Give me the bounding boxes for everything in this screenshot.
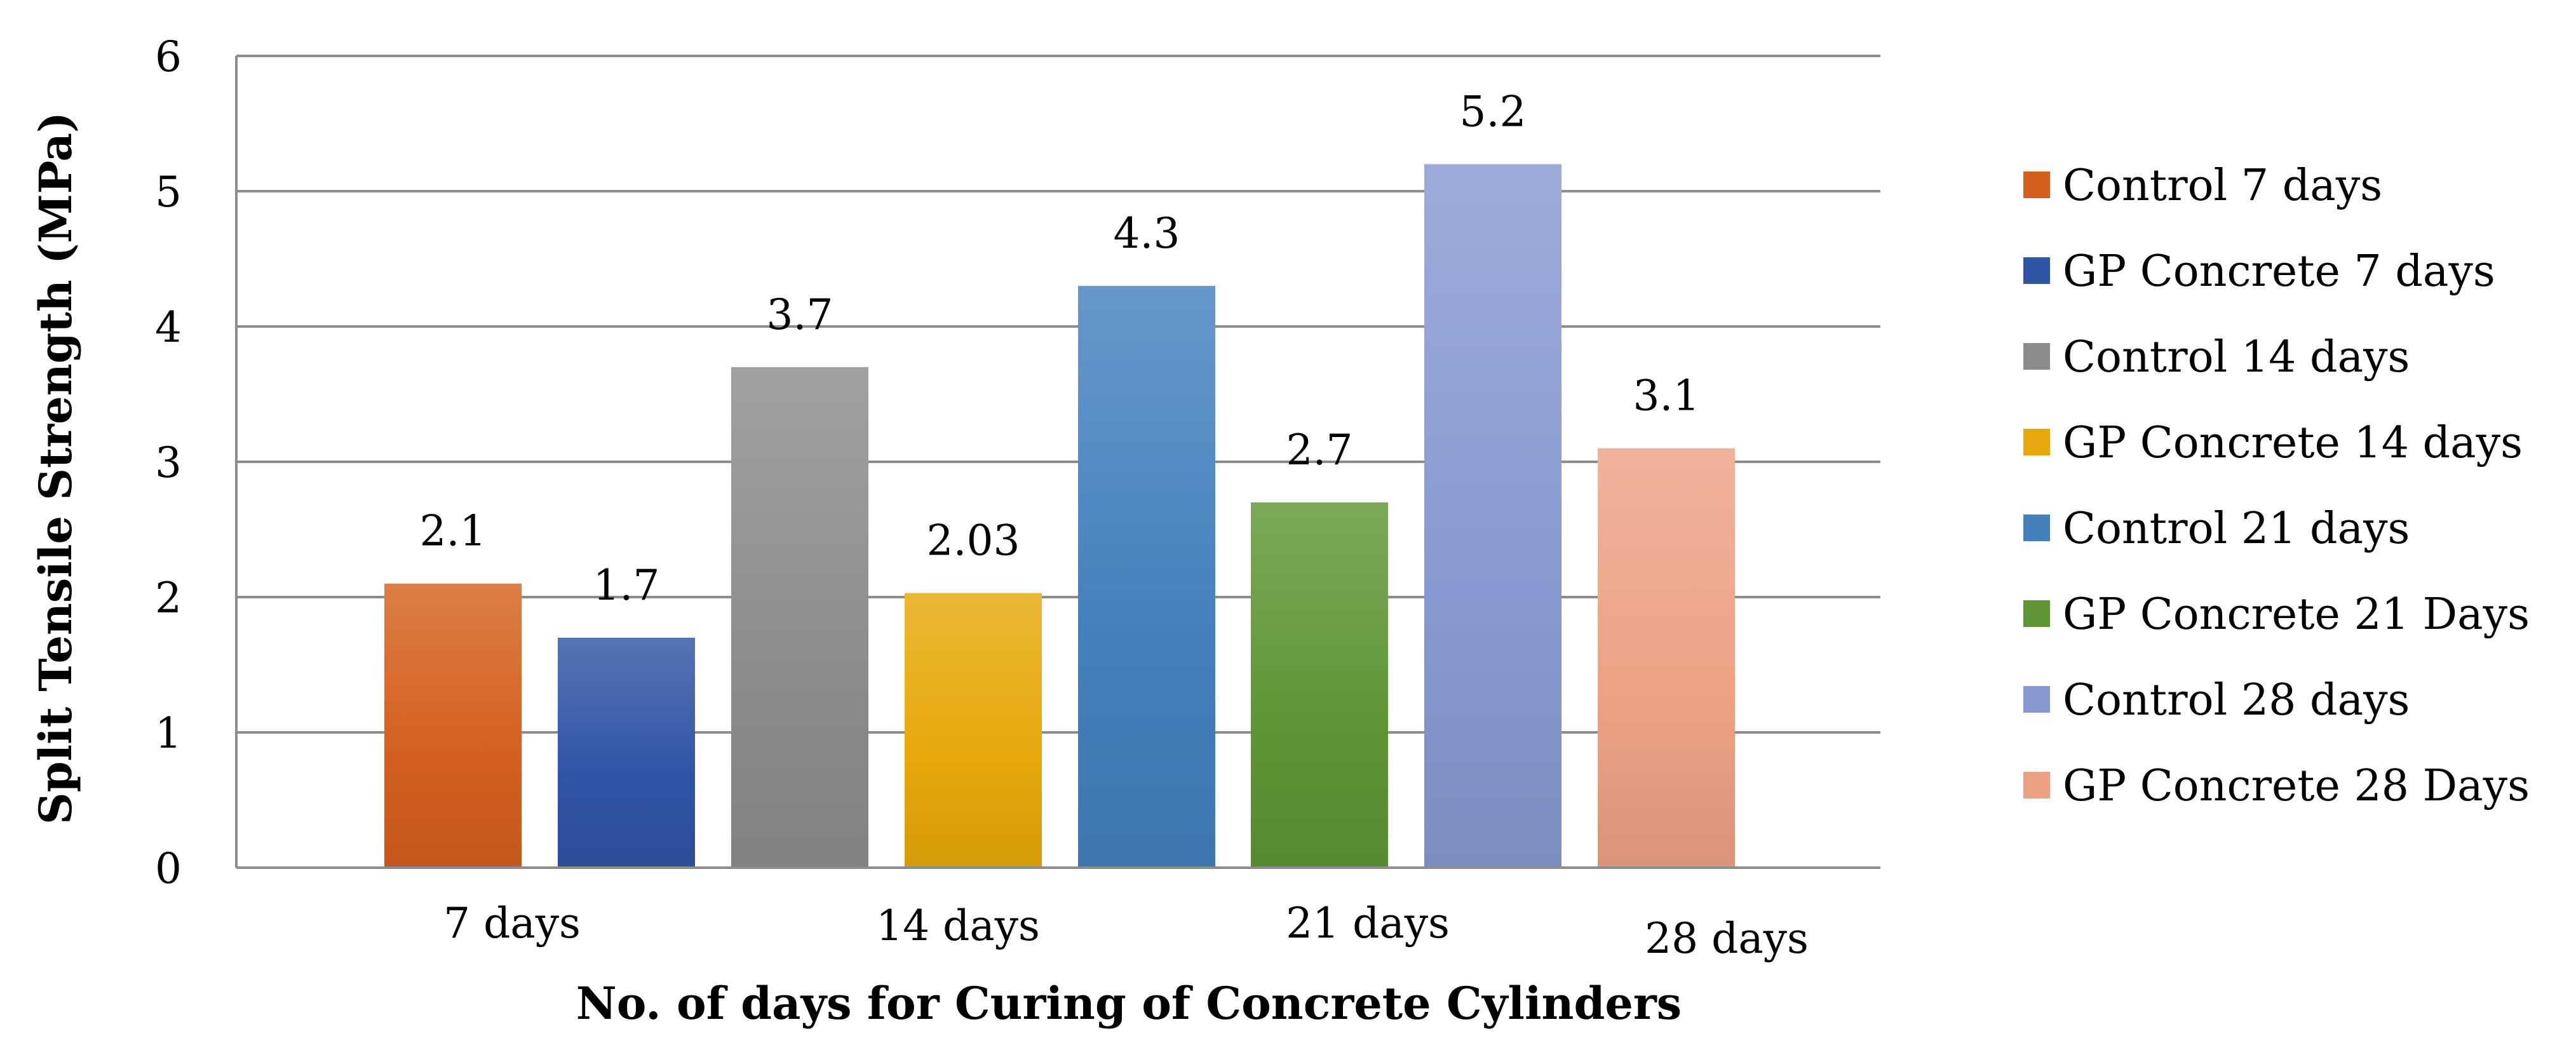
y-tick-label: 0 [155, 844, 182, 893]
bars [384, 164, 1735, 868]
legend-swatch [2023, 686, 2050, 713]
legend-label: Control 7 days [2063, 161, 2382, 211]
legend-swatch [2023, 172, 2050, 198]
data-label: 5.2 [1460, 87, 1527, 136]
bar-gp-concrete-7-days [558, 637, 695, 868]
axes: 0 1 2 3 4 5 6 7 days 14 days 21 days 28 days No. of… [29, 32, 1880, 1030]
y-axis-title: Split Tensile Strength (MPa) [29, 112, 82, 825]
legend-label: Control 28 days [2063, 675, 2410, 725]
legend-swatch [2023, 429, 2050, 455]
legend-swatch [2023, 772, 2050, 798]
legend: Control 7 days GP Concrete 7 days Control … [2023, 161, 2530, 811]
legend-swatch [2023, 515, 2050, 541]
x-tick-label: 7 days [443, 899, 581, 948]
x-tick-label: 21 days [1286, 899, 1450, 948]
x-tick-label: 28 days [1645, 914, 1809, 963]
legend-label: GP Concrete 28 Days [2063, 761, 2530, 811]
legend-label: GP Concrete 7 days [2063, 246, 2495, 297]
bar-control-28-days [1424, 164, 1561, 868]
data-label: 2.1 [420, 507, 487, 556]
y-tick-label: 6 [155, 32, 182, 81]
data-labels: 2.1 1.7 3.7 2.03 4.3 2.7 5.2 3.1 [420, 87, 1700, 610]
bar-gp-concrete-14-days [905, 593, 1042, 868]
bar-control-7-days [384, 583, 522, 868]
legend-swatch [2023, 257, 2050, 284]
legend-swatch [2023, 600, 2050, 627]
legend-swatch [2023, 343, 2050, 370]
legend-label: GP Concrete 21 Days [2063, 589, 2530, 640]
legend-label: Control 14 days [2063, 332, 2410, 382]
y-tick-label: 3 [155, 438, 182, 487]
data-label: 4.3 [1114, 209, 1180, 258]
bar-control-14-days [731, 367, 868, 868]
y-tick-label: 5 [155, 168, 182, 217]
data-label: 2.7 [1286, 426, 1353, 475]
bar-control-21-days [1078, 286, 1215, 868]
x-tick-label: 14 days [876, 901, 1040, 950]
legend-label: Control 21 days [2063, 504, 2410, 554]
data-label: 3.1 [1633, 372, 1700, 421]
data-label: 1.7 [593, 561, 660, 610]
legend-label: GP Concrete 14 days [2063, 418, 2523, 468]
y-tick-label: 2 [155, 574, 182, 623]
data-label: 2.03 [927, 516, 1020, 565]
y-tick-label: 4 [155, 303, 182, 352]
y-tick-label: 1 [155, 709, 182, 758]
bar-gp-concrete-21-days [1251, 502, 1388, 868]
x-axis-title: No. of days for Curing of Concrete Cylin… [576, 977, 1682, 1030]
bar-gp-concrete-28-days [1598, 448, 1735, 868]
data-label: 3.7 [767, 290, 833, 339]
